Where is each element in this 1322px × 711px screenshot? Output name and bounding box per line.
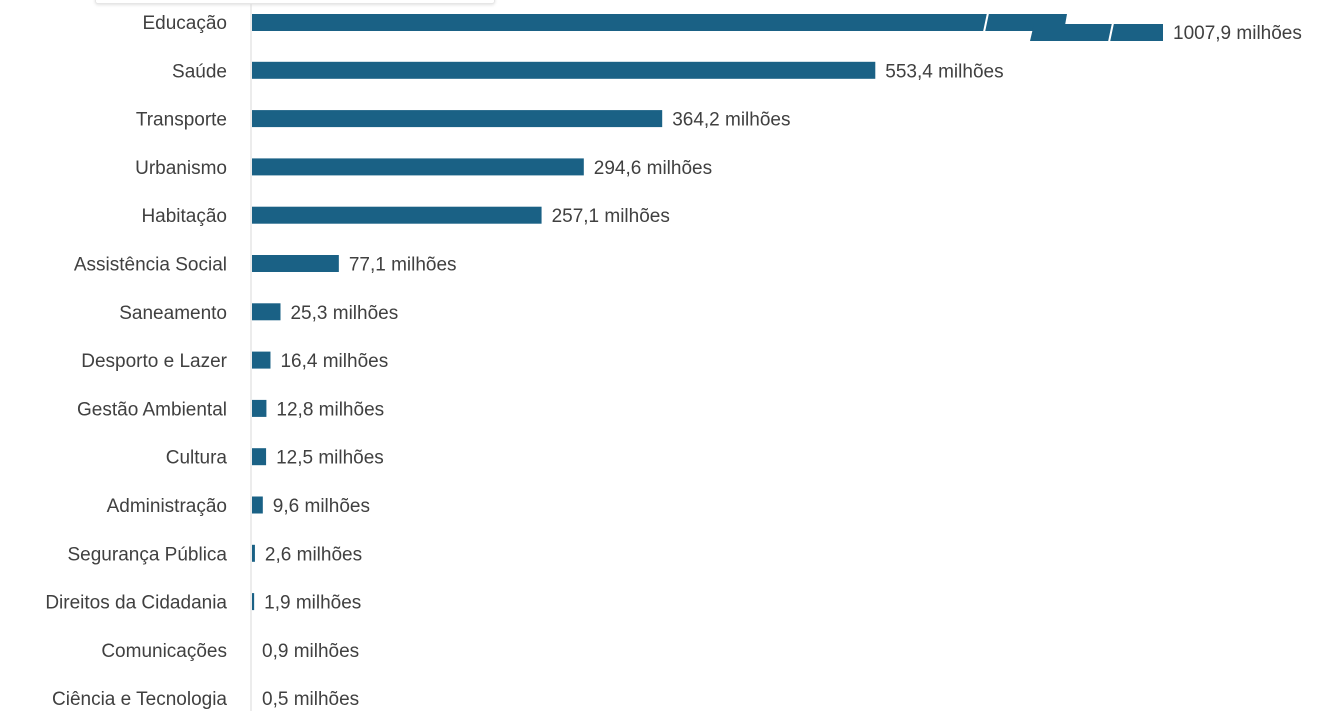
category-label-saude: Saúde	[172, 61, 227, 82]
bar-educacao	[252, 14, 1067, 31]
value-label-direitos-da-cidadania: 1,9 milhões	[264, 593, 361, 614]
value-label-desporto-e-lazer: 16,4 milhões	[280, 351, 388, 372]
bar-urbanismo	[252, 158, 584, 176]
value-label-saude: 553,4 milhões	[885, 61, 1003, 82]
category-label-direitos-da-cidadania: Direitos da Cidadania	[45, 593, 227, 614]
category-label-assistencia-social: Assistência Social	[74, 255, 227, 276]
bar-direitos-da-cidadania	[252, 593, 255, 611]
bar-gestao-ambiental	[252, 399, 267, 417]
bar-seguranca-publica	[252, 544, 255, 562]
category-label-seguranca-publica: Segurança Pública	[68, 544, 228, 565]
value-label-ciencia-e-tecnologia: 0,5 milhões	[262, 689, 359, 710]
category-label-habitacao: Habitação	[141, 206, 227, 227]
category-label-educacao: Educação	[142, 13, 227, 34]
chart-title-box	[95, 0, 495, 4]
bar-saneamento	[252, 303, 281, 321]
category-label-cultura: Cultura	[166, 448, 228, 469]
value-label-saneamento: 25,3 milhões	[290, 303, 398, 324]
value-label-gestao-ambiental: 12,8 milhões	[276, 399, 384, 420]
category-label-saneamento: Saneamento	[119, 303, 227, 324]
bar-transporte	[252, 110, 663, 128]
category-label-urbanismo: Urbanismo	[135, 158, 227, 179]
bar-assistencia-social	[252, 255, 339, 272]
value-label-habitacao: 257,1 milhões	[552, 206, 670, 227]
category-label-ciencia-e-tecnologia: Ciência e Tecnologia	[52, 689, 227, 710]
value-label-urbanismo: 294,6 milhões	[594, 158, 712, 179]
category-label-desporto-e-lazer: Desporto e Lazer	[81, 351, 227, 372]
value-label-comunicacoes: 0,9 milhões	[262, 641, 359, 662]
axis-break-mark	[1108, 22, 1114, 43]
bar-desporto-e-lazer	[252, 351, 271, 369]
bar-administracao	[252, 496, 263, 514]
bar-saude	[252, 61, 876, 79]
value-label-transporte: 364,2 milhões	[672, 110, 790, 131]
value-label-administracao: 9,6 milhões	[273, 496, 370, 517]
category-label-administracao: Administração	[107, 496, 227, 517]
category-label-gestao-ambiental: Gestão Ambiental	[77, 399, 227, 420]
bar-cultura	[252, 448, 267, 466]
value-label-assistencia-social: 77,1 milhões	[349, 255, 457, 276]
bar-continuation-educacao	[1030, 24, 1163, 41]
value-label-cultura: 12,5 milhões	[276, 448, 384, 469]
axis-break-mark	[983, 12, 989, 33]
category-label-transporte: Transporte	[136, 110, 227, 131]
value-label-seguranca-publica: 2,6 milhões	[265, 544, 362, 565]
bar-habitacao	[252, 206, 542, 224]
category-label-comunicacoes: Comunicações	[101, 641, 227, 662]
value-label-educacao: 1007,9 milhões	[1173, 23, 1302, 44]
